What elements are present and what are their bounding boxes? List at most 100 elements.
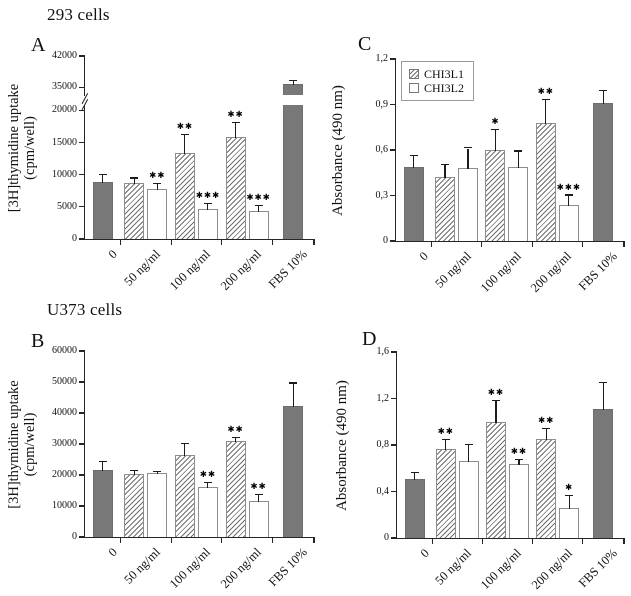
y-tick [390, 240, 396, 242]
error-bar [568, 195, 570, 206]
bar-chi3l2-200-ng-ml [559, 507, 580, 538]
significance-stars: ✱✱ [487, 387, 505, 398]
error-bar [494, 130, 496, 151]
y-tick-label: 20000 [52, 469, 77, 480]
y-axis-title-line: [3H]thymidine uptake [6, 380, 22, 509]
error-bar-cap [491, 399, 500, 401]
bar-chi3l1-100-ng-ml [485, 150, 506, 241]
y-tick [79, 174, 85, 176]
error-bar [133, 178, 135, 185]
legend-item-chi3l2: CHI3L2 [409, 82, 464, 94]
chart-panel-a: 0 5000 10000 15000 20000 35000 42000 0 50 ng/ml 1… [52, 51, 315, 293]
y-tick-label: 40000 [52, 407, 77, 418]
error-bar-cap [599, 382, 608, 384]
x-tick [531, 538, 534, 544]
significance-stars: ✱✱ [537, 86, 554, 97]
y-tick-label: 42000 [52, 50, 77, 61]
x-tick [221, 537, 223, 543]
x-tick [531, 241, 533, 247]
y-axis-title-panel-b: [3H]thymidine uptake (cpm/well) [6, 352, 38, 537]
x-tick [271, 239, 273, 245]
error-bar-cap [203, 203, 212, 205]
error-bar [545, 428, 547, 441]
error-bar-cap [491, 129, 500, 131]
error-bar-cap [599, 89, 608, 91]
y-tick-label: 1,6 [376, 346, 390, 357]
significance-stars: ✱✱ [227, 110, 244, 121]
x-tick [170, 537, 172, 543]
y-tick-label: 10000 [52, 500, 77, 511]
x-tick-label: 50 ng/ml [121, 247, 163, 289]
error-bar [292, 383, 294, 407]
y-tick-label: 0 [383, 235, 388, 246]
legend-label: CHI3L1 [424, 67, 464, 81]
x-tick [313, 537, 315, 543]
error-bar-cap [409, 154, 418, 157]
x-tick [430, 241, 432, 247]
error-bar-cap [153, 183, 162, 185]
y-tick [79, 350, 85, 352]
error-bar-cap [441, 163, 450, 166]
bar-control-0 [404, 478, 425, 538]
x-tick [431, 538, 433, 544]
y-tick [390, 149, 396, 151]
bar-control-0 [403, 166, 424, 241]
x-tick-label: 50 ng/ml [121, 545, 163, 587]
error-bar-cap [254, 493, 263, 495]
significance-stars: ✱✱ [537, 415, 555, 426]
x-tick-label: FBS 10% [266, 247, 311, 292]
y-axis-title-panel-d: Absorbance (490 nm) [334, 380, 350, 511]
y-tick [390, 103, 396, 106]
error-bar [444, 165, 446, 179]
error-bar-cap [231, 122, 240, 124]
legend-item-chi3l1: CHI3L1 [409, 68, 464, 80]
bar-control-0 [92, 182, 113, 239]
y-tick [391, 351, 397, 353]
bar-chi3l2-100-ng-ml [508, 463, 529, 538]
x-tick [623, 538, 625, 544]
bar-chi3l2-50-ng-ml [147, 473, 168, 537]
x-tick [481, 241, 483, 247]
y-tick-label: 0 [72, 233, 77, 244]
error-bar-cap [410, 471, 419, 473]
bar-fbs-fbs-10% [283, 84, 304, 239]
x-tick [271, 537, 273, 543]
y-axis-title-line: (cpm/well) [22, 116, 38, 180]
bar-fbs-fbs-10% [593, 408, 614, 538]
error-bar-cap [130, 177, 139, 179]
error-bar [518, 460, 520, 465]
x-tick [623, 241, 625, 247]
y-tick [79, 536, 85, 538]
y-tick-label: 0 [72, 531, 77, 542]
y-axis-title-panel-c: Absorbance (490 nm) [330, 85, 346, 216]
x-tick-label: 100 ng/ml [477, 249, 524, 295]
error-bar-cap [464, 147, 473, 149]
bar-chi3l2-50-ng-ml [458, 461, 479, 538]
error-bar [602, 90, 604, 104]
significance-stars: ✱ [491, 117, 500, 128]
y-tick-label: 35000 [52, 81, 77, 93]
bar-chi3l1-200-ng-ml [225, 440, 246, 537]
y-tick [390, 58, 396, 60]
x-tick [481, 538, 483, 544]
x-tick-label: 200 ng/ml [528, 546, 575, 592]
legend-label: CHI3L2 [424, 81, 464, 95]
x-tick-label: 200 ng/ml [528, 249, 575, 295]
error-bar-cap [541, 98, 550, 100]
error-bar [545, 99, 547, 124]
x-tick [119, 537, 122, 543]
x-tick-label: 0 [417, 546, 432, 561]
x-tick-label: 100 ng/ml [167, 247, 214, 293]
bar-fbs-fbs-10% [283, 405, 304, 537]
error-bar [102, 462, 104, 471]
y-tick [391, 537, 397, 539]
y-tick [79, 381, 85, 383]
chart-panel-c: CHI3L1 CHI3L2 0 0,3 0,6 0,9 1,2 0 50 ng/ml 100 … [376, 54, 625, 295]
chart-panel-b: 0 10000 20000 30000 40000 50000 60000 0 50 ng/ml… [52, 346, 315, 591]
x-tick [582, 538, 584, 544]
y-tick-label: 60000 [52, 345, 77, 356]
y-tick [79, 412, 85, 414]
significance-stars: ✱✱ [176, 122, 194, 133]
chi3l2-swatch-icon [409, 83, 419, 93]
bar-chi3l2-100-ng-ml [197, 487, 218, 537]
